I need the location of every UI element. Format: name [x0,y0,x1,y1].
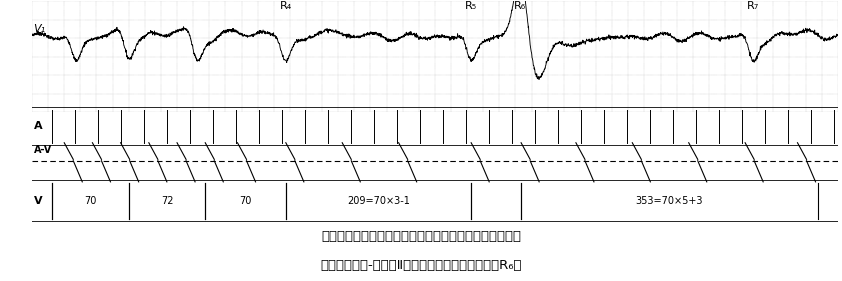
Text: R₄: R₄ [280,1,292,12]
Text: 353=70×5+3: 353=70×5+3 [636,196,703,206]
Text: 209=70×3-1: 209=70×3-1 [347,196,410,206]
Text: 70: 70 [239,196,252,206]
Text: V₁: V₁ [34,24,45,34]
Text: R₆: R₆ [514,1,525,12]
Text: 逸搏心律伴结-室二度Ⅱ型～高度阻滞、室性早搏（R₆）: 逸搏心律伴结-室二度Ⅱ型～高度阻滞、室性早搏（R₆） [320,259,522,272]
Text: R₅: R₅ [465,1,477,12]
Text: R₇: R₇ [747,1,759,12]
Text: 70: 70 [84,196,97,206]
Text: 72: 72 [161,196,173,206]
Text: 心房颤动、房室交接区上层三度阻滞、加速的房室交接性: 心房颤动、房室交接区上层三度阻滞、加速的房室交接性 [321,230,521,243]
Text: A: A [34,121,42,132]
Text: A-V: A-V [34,145,52,155]
Text: V: V [34,196,42,206]
